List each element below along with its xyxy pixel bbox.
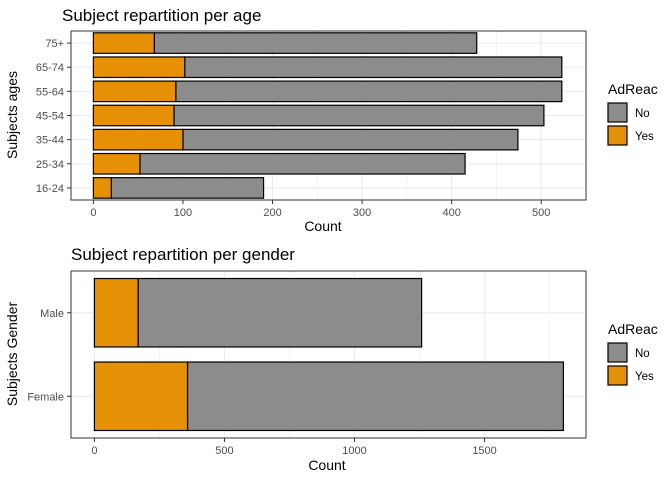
- y-tick-label: 16-24: [36, 183, 64, 195]
- legend-label-yes: Yes: [635, 131, 654, 143]
- chart-title: Subject repartition per gender: [71, 245, 295, 264]
- y-axis-title: Subjects Gender: [4, 302, 20, 407]
- x-tick-label: 400: [442, 207, 460, 219]
- x-axis: 0 500 1000 1500: [91, 438, 497, 457]
- x-tick-label: 300: [353, 207, 371, 219]
- y-axis: Female Male: [27, 308, 71, 403]
- y-tick-label: Female: [27, 391, 64, 403]
- legend-label-no: No: [635, 108, 650, 120]
- bar-yes-65-74: [92, 56, 186, 79]
- bar-yes-45-54: [92, 104, 175, 127]
- bar-yes-35-44: [92, 128, 184, 151]
- bar-no-35-44: [182, 128, 519, 151]
- x-tick-label: 500: [215, 445, 233, 457]
- bar-yes-female: [93, 361, 189, 432]
- legend-key-yes: [607, 125, 628, 146]
- bars: [93, 277, 564, 432]
- legend-key-yes: [607, 365, 628, 386]
- bar-no-25-34: [139, 152, 466, 175]
- x-tick-label: 200: [263, 207, 281, 219]
- bar-no-female: [186, 361, 564, 432]
- legend-label-yes: Yes: [635, 371, 654, 383]
- bar-no-55-64: [175, 80, 563, 103]
- y-tick-label: Male: [40, 308, 64, 320]
- legend-key-no: [607, 102, 628, 123]
- legend: AdReac No Yes: [607, 81, 658, 146]
- plot-border: [70, 270, 587, 439]
- y-tick-label: 55-64: [36, 86, 64, 98]
- x-tick-label: 1500: [472, 445, 496, 457]
- chart-title: Subject repartition per age: [62, 6, 261, 25]
- x-tick-label: 100: [174, 207, 192, 219]
- y-tick-label: 35-44: [36, 135, 64, 147]
- bar-yes-16-24: [92, 177, 112, 199]
- y-tick-label: 25-34: [36, 159, 64, 171]
- legend-key-no: [607, 342, 628, 363]
- y-tick-label: 75+: [45, 38, 64, 50]
- bar-yes-55-64: [92, 80, 177, 103]
- y-tick-label: 45-54: [36, 111, 64, 123]
- bar-no-16-24: [110, 177, 265, 199]
- x-tick-label: 1000: [342, 445, 366, 457]
- x-axis: 0 100 200 300 400 500: [90, 200, 550, 219]
- x-tick-label: 500: [532, 207, 550, 219]
- legend-title: AdReac: [608, 81, 658, 97]
- chart-2: 0 500 1000 1500 Female Male Subject repartitio…: [4, 245, 658, 473]
- y-axis: 16-24 25-34 35-44 45-54 55-64 65-74 75+: [36, 38, 71, 195]
- x-axis-title: Count: [308, 457, 345, 473]
- chart-1: 0 100 200 300 400 500 16-24 25-34 35-44 45-54 55-6…: [4, 6, 658, 234]
- bar-yes-25-34: [92, 152, 141, 175]
- legend: AdReac No Yes: [607, 321, 658, 386]
- bar-no-75+: [153, 32, 478, 54]
- legend-label-no: No: [635, 348, 650, 360]
- y-tick-label: 65-74: [36, 62, 64, 74]
- bar-no-65-74: [184, 56, 563, 79]
- bar-yes-male: [93, 277, 139, 348]
- bar-no-male: [137, 277, 423, 348]
- x-axis-title: Count: [304, 218, 341, 234]
- bars: [92, 32, 563, 199]
- x-tick-label: 0: [91, 445, 97, 457]
- legend-title: AdReac: [608, 321, 658, 337]
- y-axis-title: Subjects ages: [4, 71, 20, 159]
- bar-no-45-54: [173, 104, 545, 127]
- bar-yes-75+: [92, 32, 155, 54]
- x-tick-label: 0: [90, 207, 96, 219]
